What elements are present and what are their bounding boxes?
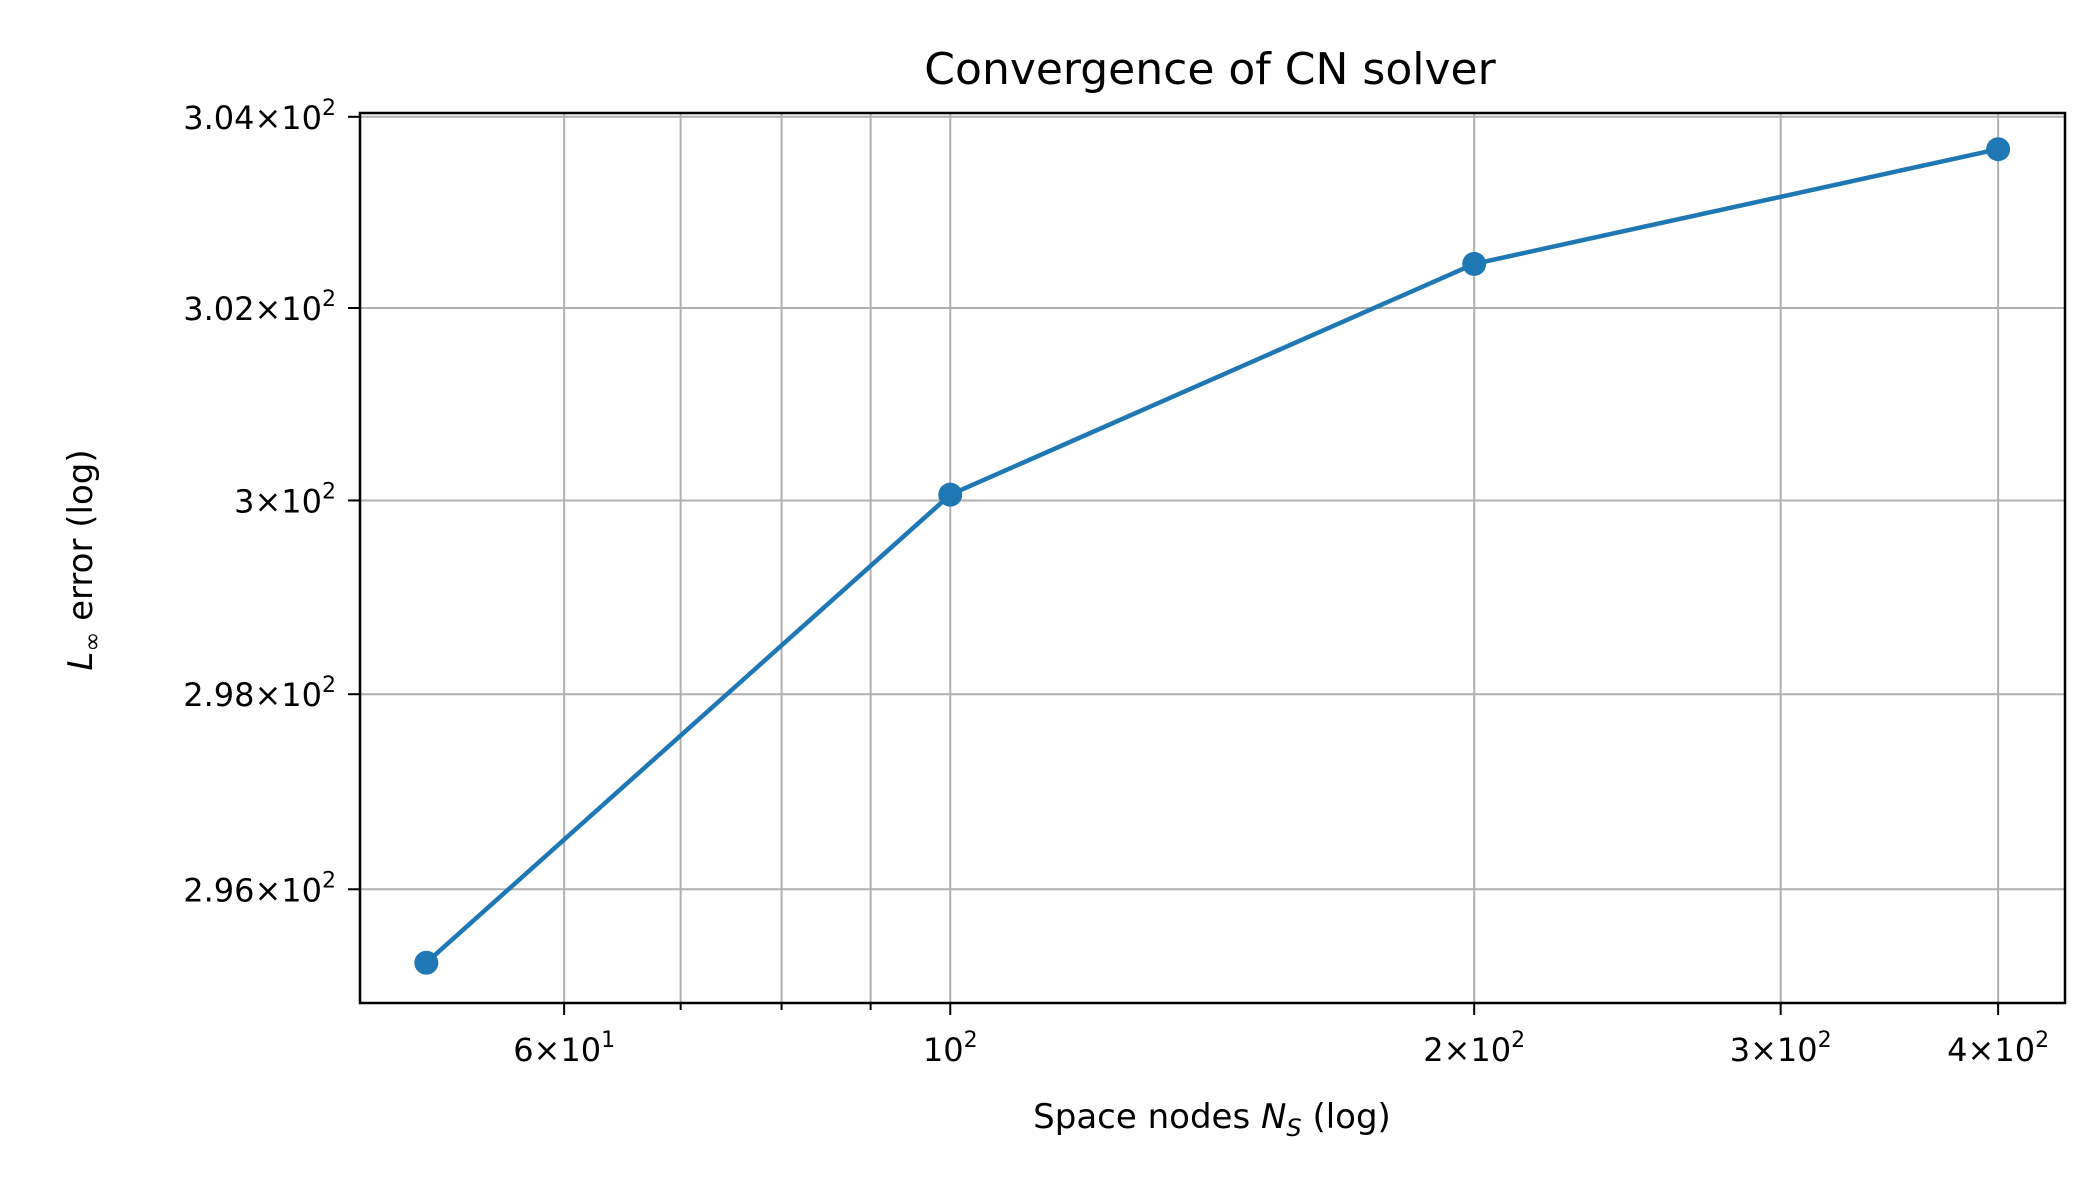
data-point — [414, 950, 439, 975]
x-tick-label: 2×102 — [1423, 1028, 1525, 1069]
x-tick-label: 4×102 — [1947, 1028, 2049, 1069]
data-point — [938, 482, 963, 507]
data-series — [414, 137, 2011, 975]
series-line — [424, 146, 2001, 965]
y-tick-label: 2.98×102 — [183, 673, 336, 714]
data-point — [1986, 137, 2011, 162]
data-point — [1462, 251, 1487, 276]
y-tick-label: 3.02×102 — [183, 287, 336, 328]
y-tick-label: 2.96×102 — [183, 868, 336, 909]
chart-title: Convergence of CN solver — [924, 44, 1496, 95]
y-axis-label: L∞ error (log) — [61, 449, 106, 670]
y-tick-label: 3.04×102 — [183, 96, 336, 137]
x-tick-label: 102 — [923, 1028, 978, 1069]
axis-ticks: 6×101 102 2×102 3×102 4×102 2.96×102 2.98×102 3… — [183, 96, 2049, 1069]
grid-lines — [360, 113, 2065, 1003]
x-axis-label: Space nodes NS (log) — [1033, 1097, 1391, 1142]
x-tick-label: 3×102 — [1730, 1028, 1832, 1069]
plot-frame — [358, 111, 2067, 1005]
x-tick-label: 6×101 — [513, 1028, 615, 1069]
y-tick-label: 3×102 — [234, 479, 336, 520]
